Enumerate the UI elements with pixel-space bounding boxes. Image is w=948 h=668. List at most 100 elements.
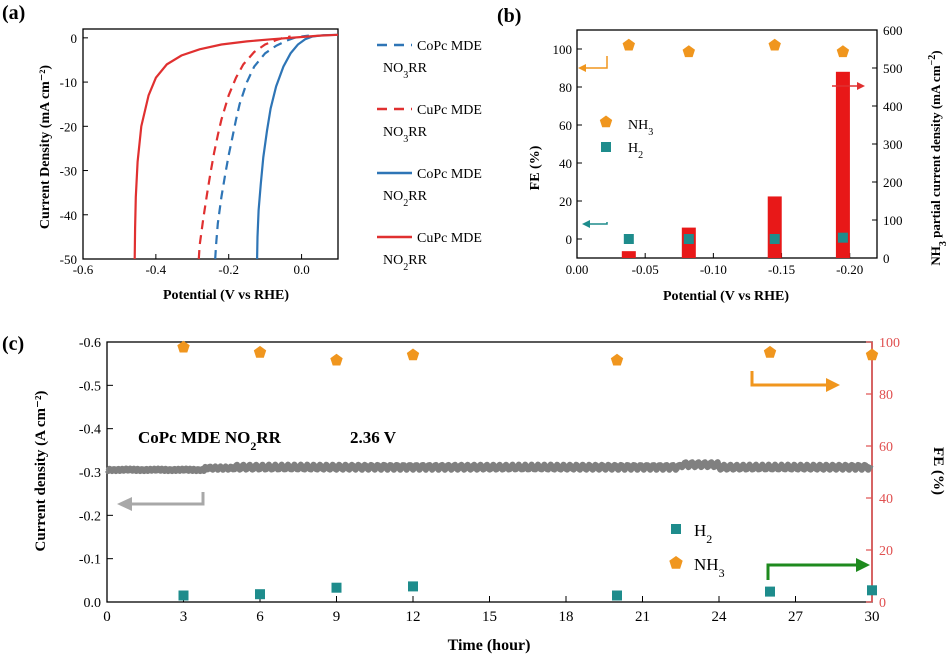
panel-c-nh3-point bbox=[763, 345, 777, 358]
panel-c-h2-point bbox=[867, 585, 877, 596]
panel-a-plot-frame bbox=[82, 28, 339, 260]
current-axis-arrow-grey bbox=[128, 492, 205, 506]
panel-b-nh3-point bbox=[836, 45, 850, 58]
panel-c-xtick-label: 3 bbox=[180, 609, 188, 625]
fe-axis-arrow-teal bbox=[590, 222, 608, 225]
panel-b-ytick-label: 0 bbox=[566, 232, 573, 247]
panel-c-xtick-label: 15 bbox=[482, 609, 497, 625]
panel-b-y2tick-label: 600 bbox=[883, 23, 903, 38]
fe-axis-arrowhead-teal bbox=[582, 220, 590, 228]
panel-b-h2-point bbox=[623, 234, 634, 244]
panel-a-xtick-label: 0.0 bbox=[293, 262, 309, 277]
panel-c: (c) 0 3 6 9 12 15 18 21 24 27 30 0.0 -0.1 -0.2 -0.3 -0.… bbox=[2, 333, 946, 654]
panel-b-y2tick-label: 300 bbox=[883, 137, 903, 152]
panel-a: (a) -0.6 -0.4 -0.2 0.0 0 -10 -20 -30 -40 -50 CoPc… bbox=[2, 2, 482, 303]
panel-c-h2-point bbox=[408, 581, 418, 592]
panel-a-ytick-label: -10 bbox=[60, 75, 77, 90]
panel-c-legend-nh3-label: NH3 bbox=[694, 555, 725, 580]
panel-b-xtick-label: -0.20 bbox=[836, 262, 863, 277]
panel-c-xtick-label: 24 bbox=[712, 609, 728, 625]
panel-c-h2-point bbox=[331, 582, 342, 593]
panel-c-annotation: CoPc MDE NO2RR bbox=[138, 428, 282, 453]
panel-a-xtick-label: -0.6 bbox=[73, 262, 94, 277]
panel-b-y2tick-label: 500 bbox=[883, 61, 903, 76]
panel-b-ytick-label: 20 bbox=[559, 194, 572, 209]
panel-a-ytick-label: 0 bbox=[71, 31, 78, 46]
panel-c-ylabel: Current density (A cm⁻²) bbox=[33, 391, 49, 552]
panel-b-axis-arrows bbox=[578, 56, 865, 228]
panel-c-current-trace bbox=[104, 459, 874, 475]
fe-axis-arrowhead-orange bbox=[578, 64, 586, 72]
panel-c-axis-arrows bbox=[117, 371, 870, 580]
current-axis-arrowhead-grey bbox=[117, 497, 132, 511]
panel-c-ytick-label: -0.6 bbox=[79, 336, 101, 351]
panel-a-legend-label: CuPc MDE bbox=[417, 231, 482, 246]
panel-c-ytick-label: -0.1 bbox=[79, 553, 101, 568]
h2-axis-arrow-green bbox=[766, 563, 858, 580]
panel-c-ylabel2: FE (%) bbox=[930, 447, 946, 495]
panel-b-bar bbox=[621, 251, 636, 258]
current-axis-arrowhead-red bbox=[857, 82, 865, 90]
panel-a-ytick-label: -40 bbox=[60, 208, 77, 223]
panel-b-ytick-label: 80 bbox=[559, 80, 572, 95]
panel-b-ytick-label: 100 bbox=[553, 42, 573, 57]
panel-b-legend-h2-marker bbox=[601, 142, 611, 152]
panel-a-legend-label: CuPc MDE bbox=[417, 103, 482, 118]
panel-c-legend-h2-marker bbox=[671, 524, 681, 534]
panel-b-bar bbox=[767, 196, 782, 258]
panel-c-nh3-point bbox=[610, 353, 624, 366]
panel-b-ytick-label: 40 bbox=[559, 156, 572, 171]
panel-c-legend-h2-label: H2 bbox=[694, 521, 712, 546]
panel-b-h2-point bbox=[683, 234, 694, 244]
panel-b-legend-nh3-label: NH3 bbox=[628, 118, 653, 138]
panel-a-xlabel: Potential (V vs RHE) bbox=[163, 288, 289, 303]
fe-axis-arrow-orange bbox=[586, 56, 608, 69]
panel-c-y2tick-label: 40 bbox=[879, 492, 893, 507]
panel-b-y2tick-label: 0 bbox=[883, 251, 890, 266]
panel-b-ytick-label: 60 bbox=[559, 118, 572, 133]
panel-b-ylabel: FE (%) bbox=[528, 145, 543, 190]
panel-a-xtick-label: -0.2 bbox=[218, 262, 239, 277]
panel-b-nh3-point bbox=[682, 45, 695, 58]
panel-c-ytick-label: -0.2 bbox=[79, 509, 101, 524]
panel-c-xtick-label: 6 bbox=[256, 609, 264, 625]
panel-b-legend-nh3-marker bbox=[599, 115, 613, 128]
panel-c-y2tick-label: 80 bbox=[879, 388, 893, 403]
h2-axis-arrowhead-green bbox=[856, 558, 870, 572]
panel-b-xtick-label: -0.15 bbox=[768, 262, 795, 277]
panel-c-xtick-label: 0 bbox=[103, 609, 111, 625]
panel-c-h2-point bbox=[255, 589, 265, 600]
panel-b-y2tick-label: 200 bbox=[883, 175, 903, 190]
nh3-axis-arrowhead-orange bbox=[826, 378, 840, 392]
panel-b-y2tick-label: 400 bbox=[883, 99, 903, 114]
panel-c-y2tick-label: 60 bbox=[879, 440, 893, 455]
panel-b-bar bbox=[835, 71, 850, 258]
panel-b-xtick-label: -0.05 bbox=[632, 262, 659, 277]
panel-b-h2-point bbox=[837, 232, 848, 243]
panel-c-h2-point bbox=[612, 590, 622, 601]
panel-b-xlabel: Potential (V vs RHE) bbox=[663, 289, 789, 304]
panel-c-nh3-point bbox=[177, 340, 190, 353]
panel-a-ytick-label: -30 bbox=[60, 164, 77, 179]
panel-c-voltage: 2.36 V bbox=[350, 428, 397, 447]
panel-c-legend-nh3-marker bbox=[669, 556, 683, 569]
panel-c-nh3-point bbox=[865, 348, 879, 361]
panel-c-xtick-label: 27 bbox=[788, 609, 804, 625]
panel-a-legend-label-2: NO2RR bbox=[383, 253, 428, 273]
panel-a-ylabel: Current Density (mA cm⁻²) bbox=[38, 65, 53, 229]
panel-b-xtick-label: -0.10 bbox=[700, 262, 727, 277]
panel-c-xtick-label: 21 bbox=[635, 609, 650, 625]
panel-c-y2tick-label: 0 bbox=[879, 596, 886, 611]
panel-c-xlabel: Time (hour) bbox=[448, 637, 531, 654]
panel-c-nh3-point bbox=[330, 353, 343, 366]
panel-a-ytick-label: -20 bbox=[60, 119, 77, 134]
panel-c-ytick-label: -0.5 bbox=[79, 379, 101, 394]
panel-b-y2tick-label: 100 bbox=[883, 213, 903, 228]
panel-c-h2-point bbox=[178, 590, 189, 601]
panel-c-ytick-label: -0.3 bbox=[79, 466, 101, 481]
panel-a-legend-label: CoPc MDE bbox=[417, 167, 482, 182]
panel-c-nh3-point bbox=[406, 348, 420, 361]
panel-c-y2tick-label: 20 bbox=[879, 544, 893, 559]
panel-b-plot-frame bbox=[576, 29, 878, 259]
